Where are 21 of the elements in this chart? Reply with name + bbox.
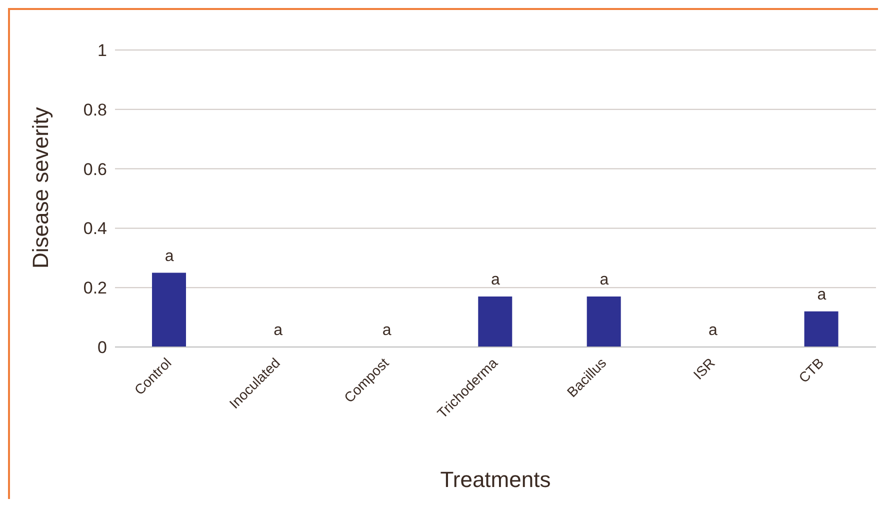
y-tick-label: 0.4 xyxy=(83,219,107,238)
y-tick-label: 1 xyxy=(98,41,107,60)
bar xyxy=(804,311,838,347)
y-tick-label: 0.6 xyxy=(83,160,107,179)
bar xyxy=(152,272,186,347)
annotation: a xyxy=(708,322,718,339)
annotation: a xyxy=(164,248,174,265)
y-tick-label: 0.2 xyxy=(83,278,107,298)
annotation: a xyxy=(274,322,283,339)
annotation: a xyxy=(600,272,609,289)
annotation: a xyxy=(817,286,826,304)
y-axis-title: Disease severity xyxy=(28,107,53,268)
y-tick-label: 0 xyxy=(98,338,107,358)
bar xyxy=(478,296,512,347)
annotation: a xyxy=(382,322,392,339)
x-axis-title: Treatments xyxy=(440,467,551,492)
bar xyxy=(586,296,621,347)
x-tick-label: CTB xyxy=(795,354,827,386)
x-tick-label: ISR xyxy=(690,354,718,382)
annotation: a xyxy=(491,272,500,289)
y-tick-label: 0.8 xyxy=(83,100,107,120)
